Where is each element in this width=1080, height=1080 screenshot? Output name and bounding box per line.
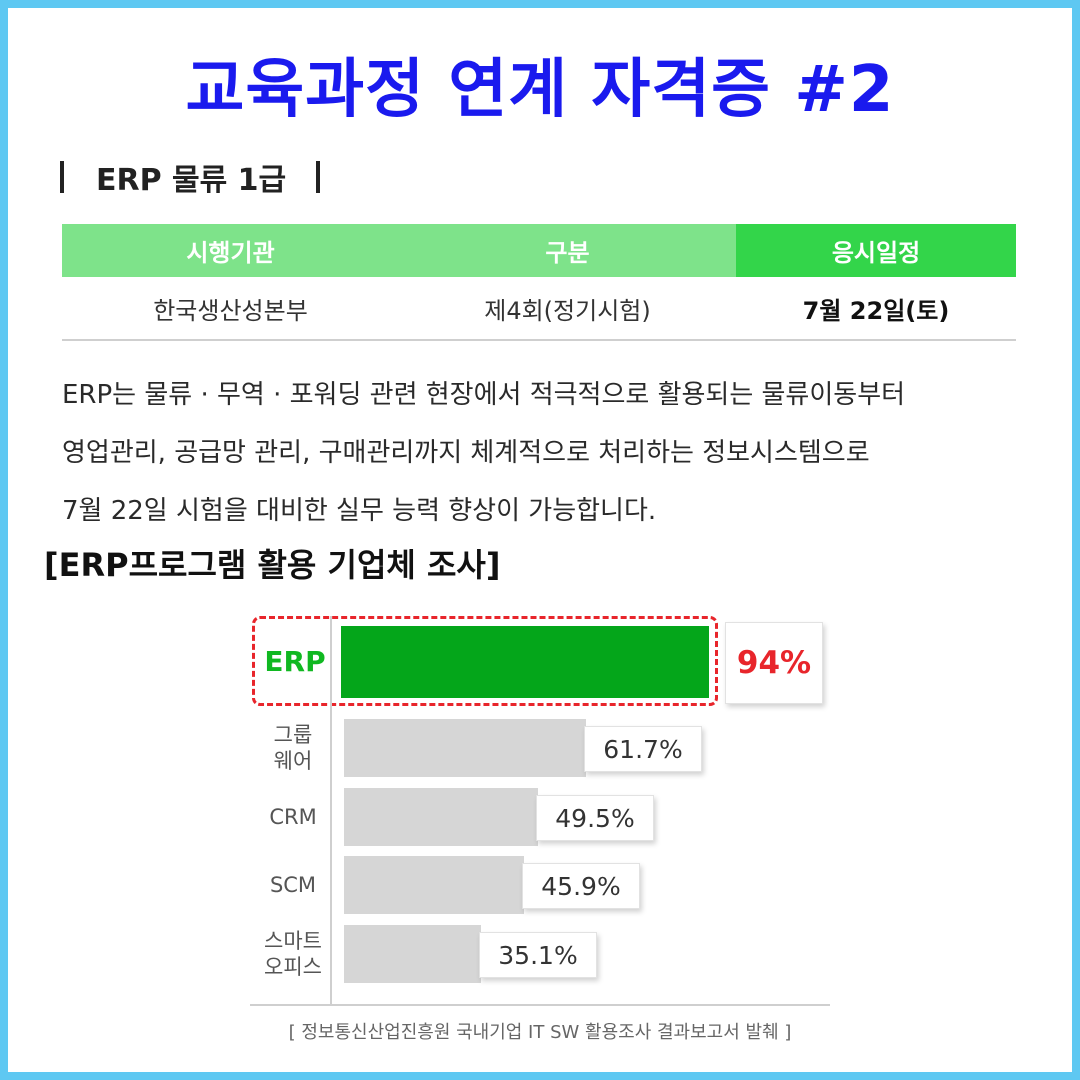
- description-line: 영업관리, 공급망 관리, 구매관리까지 체계적으로 처리하는 정보시스템으로: [62, 438, 870, 468]
- cell-organizer: 한국생산성본부: [62, 277, 399, 341]
- category-label-erp: ERP: [264, 645, 326, 678]
- category-label-scm: SCM: [269, 873, 317, 897]
- exam-info-table: 시행기관 구분 응시일정 한국생산성본부 제4회(정기시험) 7월 22일(토): [62, 224, 1016, 341]
- heading-left-bar: [60, 161, 64, 193]
- description: ERP는 물류 · 무역 · 포워딩 관련 현장에서 적극적으로 활용되는 물류…: [62, 366, 1022, 540]
- value-label-crm: 49.5%: [536, 795, 654, 841]
- heading-right-bar: [316, 161, 321, 193]
- bar-groupware: [344, 719, 586, 777]
- value-label-scm: 45.9%: [522, 863, 640, 909]
- header-category: 구분: [399, 224, 736, 277]
- bar-smart-office: [344, 925, 481, 983]
- page-title: 교육과정 연계 자격증 #2: [185, 53, 895, 127]
- category-axis-line: [330, 616, 332, 1006]
- source-note: [ 정보통신산업진흥원 국내기업 IT SW 활용조사 결과보고서 발췌 ]: [288, 1022, 792, 1043]
- description-line: 7월 22일 시험을 대비한 실무 능력 향상이 가능합니다.: [62, 496, 657, 526]
- cell-category: 제4회(정기시험): [399, 277, 736, 341]
- category-label-groupware: 그룹 웨어: [273, 723, 313, 773]
- category-label-crm: CRM: [269, 805, 317, 829]
- section-heading: ERP 물류 1급: [60, 154, 321, 200]
- description-line: ERP는 물류 · 무역 · 포워딩 관련 현장에서 적극적으로 활용되는 물류…: [62, 380, 906, 410]
- bar-crm: [344, 788, 538, 846]
- table-header-row: 시행기관 구분 응시일정: [62, 224, 1016, 277]
- chart-title: [ERP프로그램 활용 기업체 조사]: [44, 546, 501, 584]
- category-label-smart-office: 스마트 오피스: [264, 929, 322, 979]
- bar-scm: [344, 856, 524, 914]
- value-label-groupware: 61.7%: [584, 726, 702, 772]
- value-label-smart-office: 35.1%: [479, 932, 597, 978]
- value-label-erp: 94%: [725, 622, 823, 704]
- chart-baseline: [250, 1004, 830, 1006]
- table-row: 한국생산성본부 제4회(정기시험) 7월 22일(토): [62, 277, 1016, 341]
- cell-schedule: 7월 22일(토): [736, 277, 1016, 341]
- header-schedule: 응시일정: [736, 224, 1016, 277]
- header-organizer: 시행기관: [62, 224, 399, 277]
- bar-erp: [341, 626, 709, 698]
- erp-highlight-box: [252, 616, 718, 706]
- section-name: ERP 물류 1급: [96, 163, 287, 198]
